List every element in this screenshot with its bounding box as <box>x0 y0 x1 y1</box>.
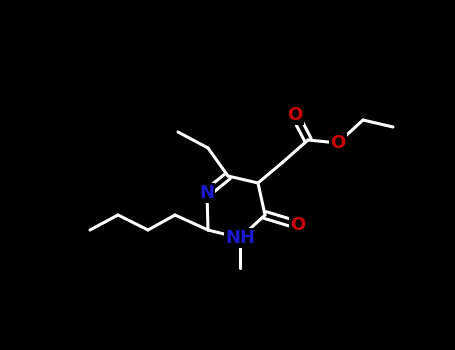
Text: O: O <box>290 216 306 234</box>
Text: N: N <box>199 184 214 202</box>
Text: NH: NH <box>225 229 255 247</box>
Text: O: O <box>330 134 346 152</box>
Text: O: O <box>288 106 303 124</box>
